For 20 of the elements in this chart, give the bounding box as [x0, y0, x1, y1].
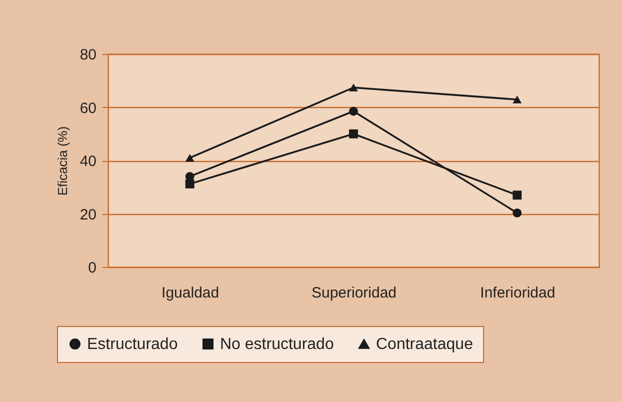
y-tick-label: 80 [80, 46, 96, 64]
point [512, 96, 522, 104]
y-axis-title: Eficacia (%) [54, 126, 70, 196]
legend-label: No estructurado [220, 336, 334, 353]
point [349, 129, 358, 138]
x-tick-label: Superioridad [311, 284, 397, 302]
point [185, 179, 194, 188]
point [512, 208, 522, 218]
point [349, 84, 358, 92]
point [512, 190, 522, 200]
legend-label: Estructurado [87, 336, 178, 353]
point [349, 106, 358, 116]
y-tick-label: 0 [88, 260, 96, 276]
y-tick-label: 60 [80, 100, 96, 117]
y-tick-label: 40 [80, 153, 96, 170]
point [185, 154, 194, 162]
x-tick-label: Inferioridad [480, 284, 556, 302]
x-tick-label: Igualdad [162, 284, 220, 302]
legend-label: Contraataque [376, 336, 474, 353]
y-tick-label: 20 [80, 206, 96, 224]
